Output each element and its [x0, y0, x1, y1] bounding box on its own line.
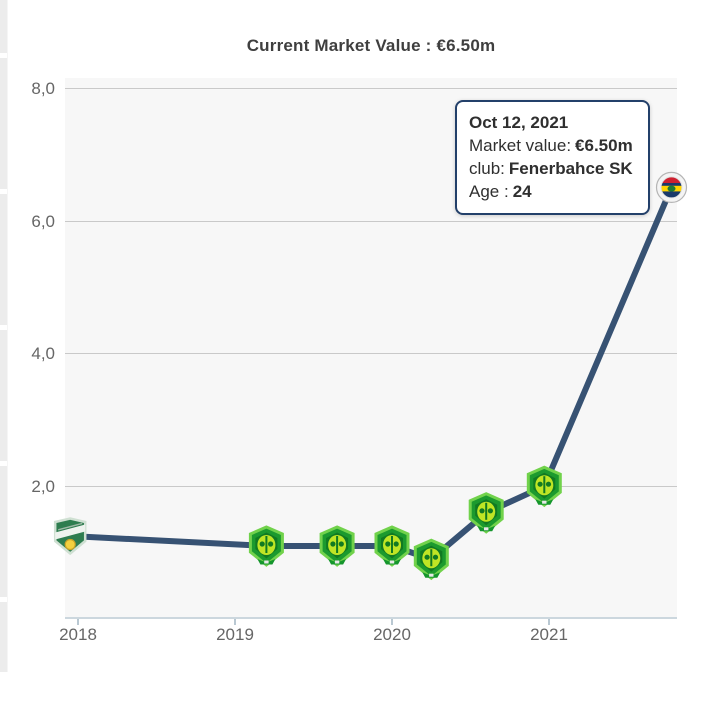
panel-separator: [0, 597, 7, 602]
tooltip-age: 24: [512, 182, 532, 201]
chart-title: Current Market Value : €6.50m: [246, 36, 496, 55]
panel-separator: [0, 189, 7, 194]
tooltip-market-value-label: Market value:: [469, 136, 572, 155]
data-point-fenerbahce-crest[interactable]: [655, 171, 688, 203]
tooltip-market-value: €6.50m: [575, 136, 633, 155]
data-point-green-shield-crest[interactable]: [374, 525, 410, 567]
panel-separator: [0, 325, 7, 330]
tooltip-club: Fenerbahce SK: [508, 159, 633, 178]
data-point-green-shield-crest[interactable]: [526, 465, 562, 508]
data-point-green-shield-crest[interactable]: [468, 492, 504, 534]
panel-separator: [0, 53, 7, 58]
tooltip-club-row: club: Fenerbahce SK: [469, 157, 636, 180]
left-edge-partial-panel: [0, 0, 7, 672]
tooltip-age-label: Age :: [469, 182, 509, 201]
data-point-green-shield-banner-crest[interactable]: [53, 517, 87, 556]
left-edge-border: [7, 0, 8, 672]
tooltip-age-row: Age :24: [469, 180, 636, 203]
data-point-green-shield-crest[interactable]: [413, 538, 449, 581]
tooltip-date: Oct 12, 2021: [469, 113, 569, 132]
data-point-green-shield-crest[interactable]: [248, 525, 284, 567]
tooltip-club-label: club:: [469, 159, 505, 178]
data-point-tooltip: Oct 12, 2021 Market value: €6.50m club: Fe…: [455, 100, 650, 215]
data-point-green-shield-crest[interactable]: [319, 525, 355, 567]
tooltip-market-value-row: Market value: €6.50m: [469, 134, 636, 157]
market-value-line: [67, 184, 675, 563]
panel-separator: [0, 461, 7, 466]
